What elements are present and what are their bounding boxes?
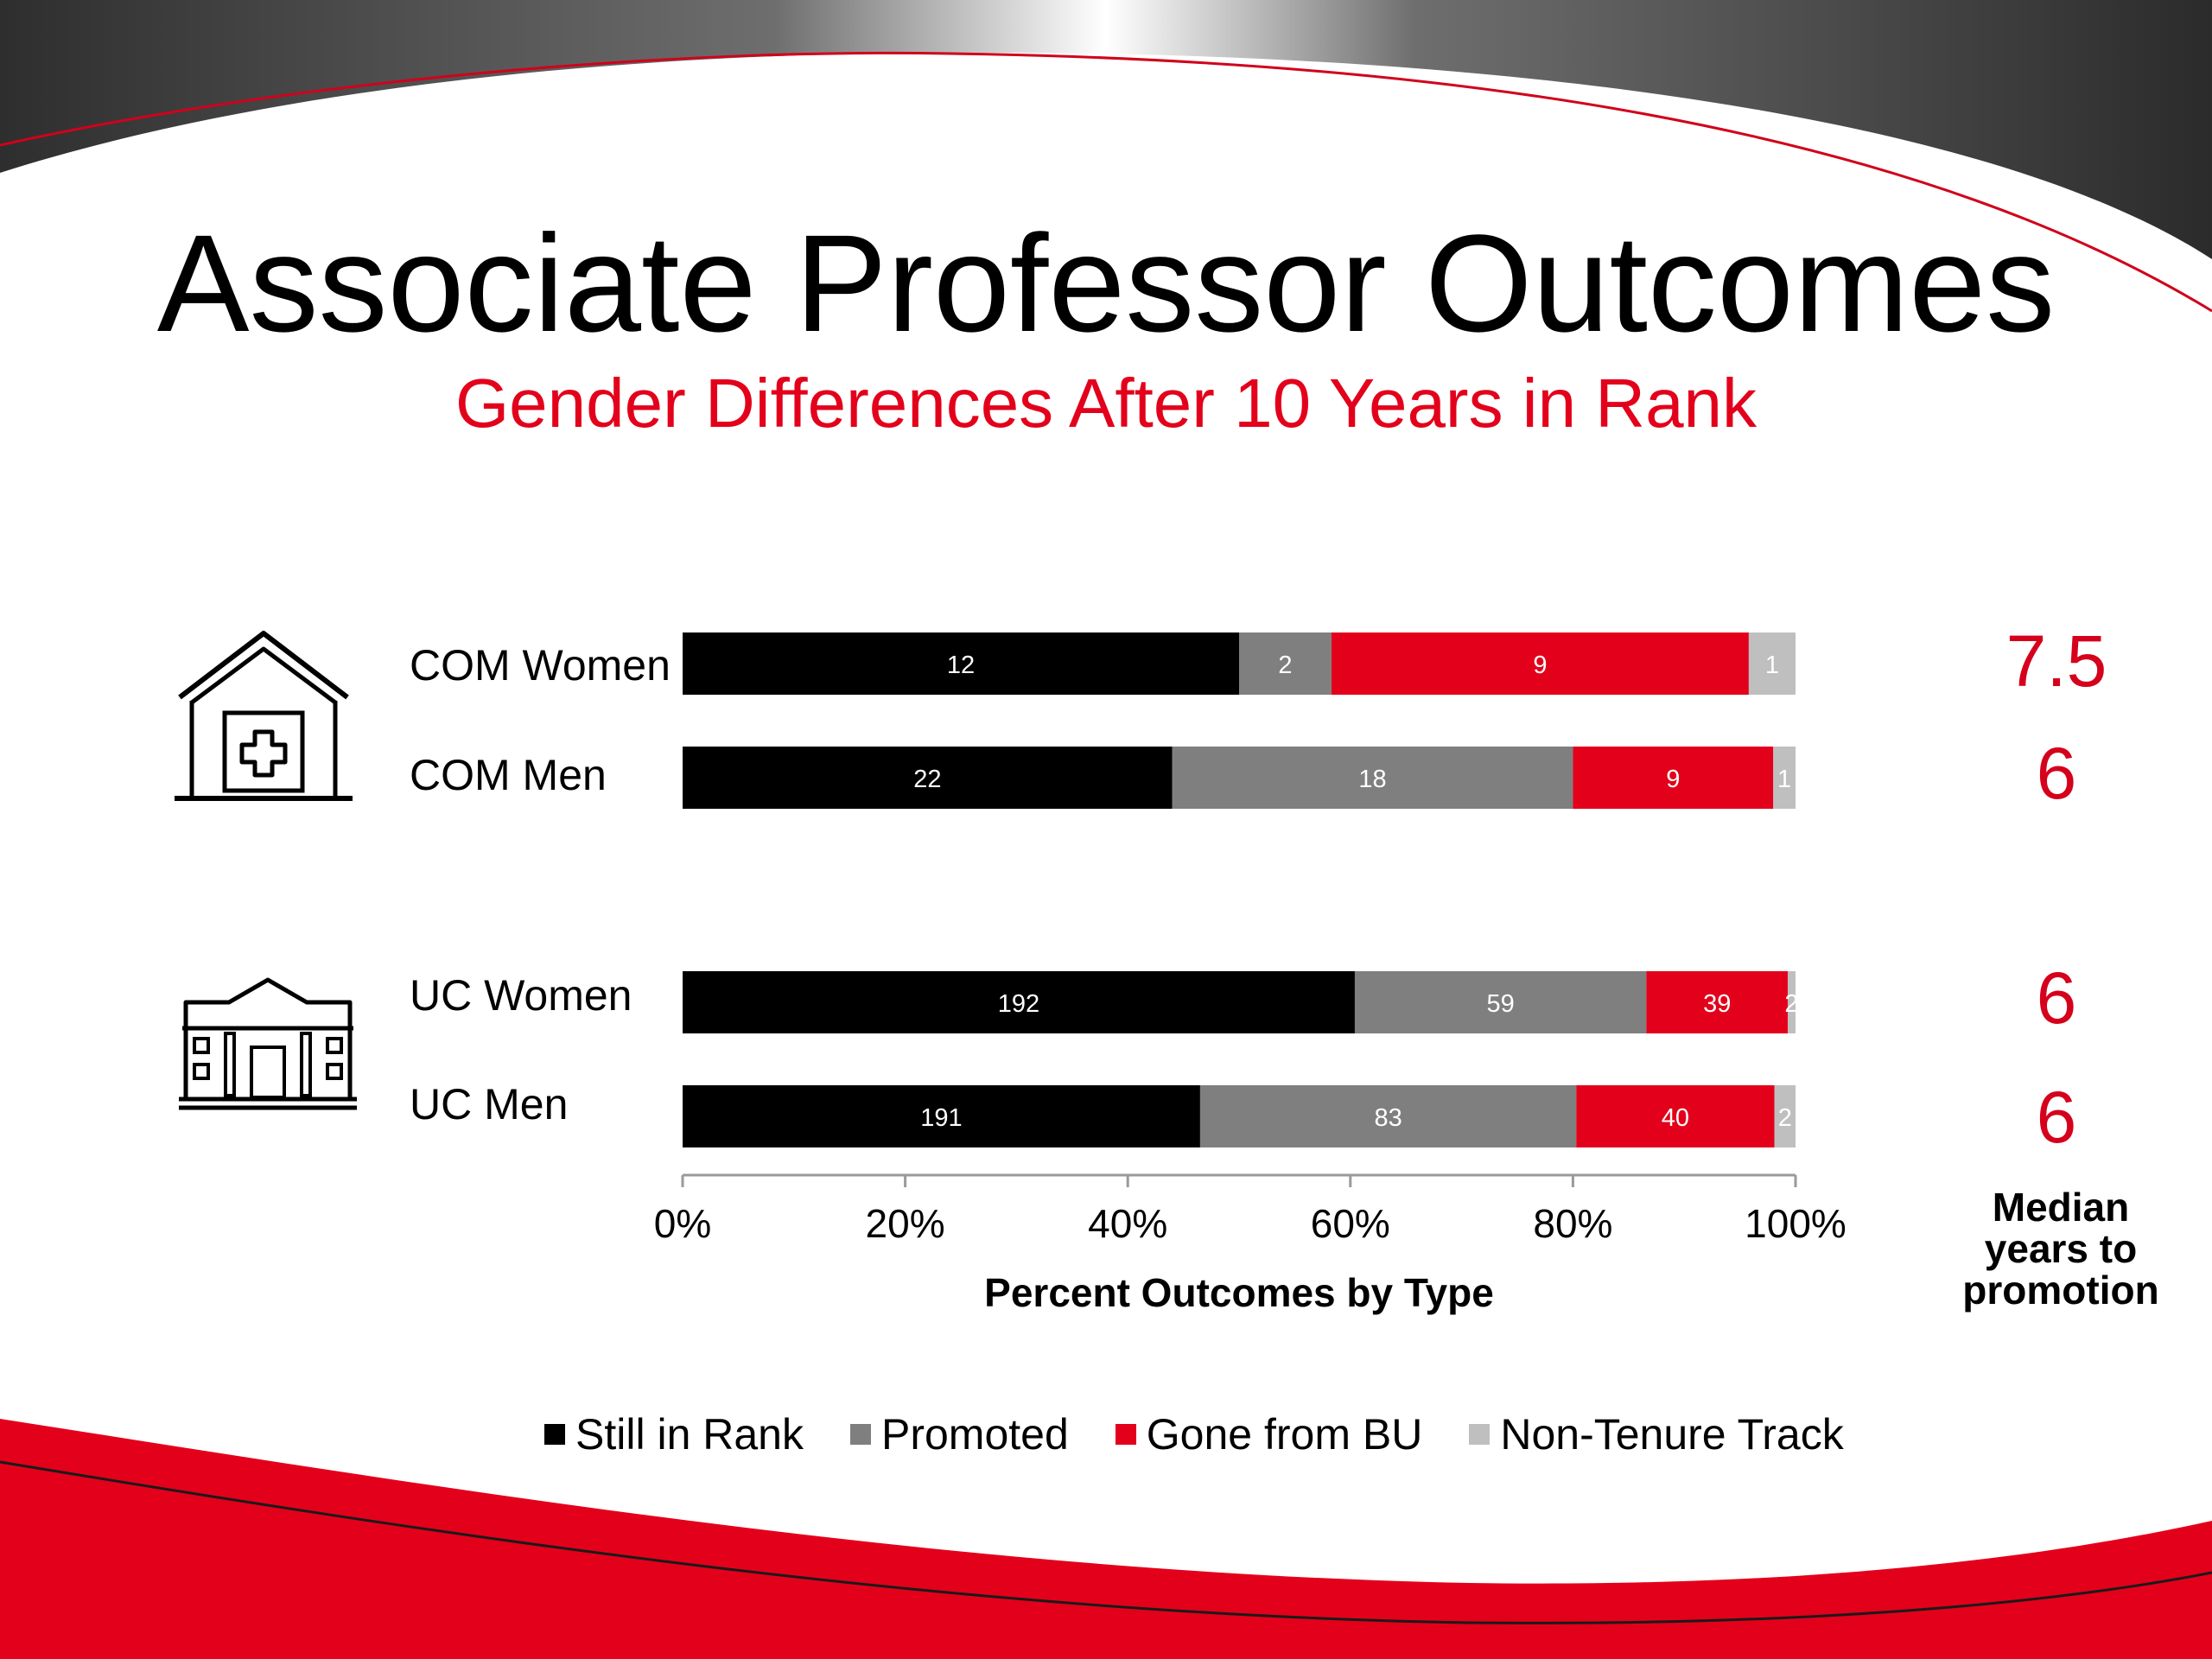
median-value-com-men: 6 [2036, 733, 2077, 814]
data-label-non-tenure-track-com-men: 1 [1777, 766, 1791, 793]
x-tick-label: 40% [1088, 1201, 1167, 1246]
legend-swatch-non-tenure-track [1469, 1424, 1491, 1445]
bar-gone-from-bu-com-men [1573, 747, 1774, 809]
slide-title: Associate Professor Outcomes [156, 206, 2056, 360]
bar-promoted-uc-men [1199, 1085, 1577, 1147]
bar-gone-from-bu-uc-women [1646, 971, 1788, 1033]
header-swoosh [0, 0, 2212, 313]
row-label-com-women: COM Women [410, 641, 671, 690]
data-label-non-tenure-track-com-women: 1 [1765, 652, 1779, 679]
bar-still-in-rank-uc-women [683, 971, 1355, 1033]
bar-still-in-rank-com-men [683, 747, 1173, 809]
median-title-line-1: Median [1992, 1185, 2130, 1230]
data-label-promoted-uc-men: 83 [1374, 1104, 1402, 1132]
data-label-still-in-rank-com-men: 22 [913, 766, 941, 793]
median-title-line-2: years to [1984, 1226, 2138, 1271]
row-label-uc-men: UC Men [410, 1080, 569, 1128]
median-title-line-3: promotion [1962, 1268, 2159, 1313]
data-label-promoted-uc-women: 59 [1487, 990, 1515, 1018]
bar-still-in-rank-uc-men [683, 1085, 1200, 1147]
x-tick-label: 0% [654, 1201, 711, 1246]
bar-promoted-uc-women [1354, 971, 1647, 1033]
median-value-uc-men: 6 [2036, 1077, 2077, 1158]
median-value-uc-women: 6 [2036, 957, 2077, 1039]
bar-gone-from-bu-uc-men [1576, 1085, 1775, 1147]
legend-item-gone-from-bu: Gone from BU [1115, 1410, 1423, 1459]
legend-item-promoted: Promoted [850, 1410, 1069, 1459]
bar-still-in-rank-com-women [683, 632, 1239, 695]
legend-swatch-gone-from-bu [1115, 1424, 1136, 1445]
data-label-still-in-rank-uc-men: 191 [920, 1104, 962, 1132]
data-label-gone-from-bu-uc-men: 40 [1662, 1104, 1689, 1132]
x-axis-title: Percent Outcomes by Type [984, 1270, 1494, 1315]
legend-item-non-tenure-track: Non-Tenure Track [1469, 1410, 1844, 1459]
chart-legend: Still in Rank Promoted Gone from BU Non-… [544, 1408, 1844, 1460]
footer-swoosh [0, 1419, 2212, 1659]
bar-promoted-com-women [1239, 632, 1332, 695]
university-building-icon [179, 977, 357, 1110]
bar-non-tenure-track-uc-women [1787, 971, 1796, 1033]
x-tick-label: 60% [1311, 1201, 1390, 1246]
bar-gone-from-bu-com-women [1331, 632, 1749, 695]
x-tick-label: 80% [1533, 1201, 1612, 1246]
legend-label-gone-from-bu: Gone from BU [1146, 1410, 1423, 1459]
legend-swatch-still-in-rank [544, 1424, 565, 1445]
median-value-com-women: 7.5 [2005, 620, 2107, 702]
legend-item-still-in-rank: Still in Rank [544, 1410, 804, 1459]
x-tick-label: 20% [866, 1201, 945, 1246]
x-tick-label: 100% [1745, 1201, 1847, 1246]
slide-subtitle: Gender Differences After 10 Years in Ran… [454, 365, 1758, 442]
data-label-still-in-rank-uc-women: 192 [998, 990, 1039, 1018]
bar-non-tenure-track-com-men [1773, 747, 1796, 809]
data-label-non-tenure-track-uc-men: 2 [1778, 1104, 1792, 1132]
data-label-gone-from-bu-com-women: 9 [1533, 652, 1547, 679]
row-label-uc-women: UC Women [410, 971, 632, 1020]
data-label-gone-from-bu-uc-women: 39 [1703, 990, 1731, 1018]
data-label-gone-from-bu-com-men: 9 [1666, 766, 1680, 793]
legend-label-non-tenure-track: Non-Tenure Track [1500, 1410, 1844, 1459]
bar-non-tenure-track-uc-men [1774, 1085, 1796, 1147]
data-label-still-in-rank-com-women: 12 [947, 652, 975, 679]
data-label-promoted-com-women: 2 [1278, 652, 1292, 679]
legend-label-promoted: Promoted [881, 1410, 1069, 1459]
median-axis-title: Median years to promotion [1944, 1186, 2177, 1311]
row-label-com-men: COM Men [410, 751, 607, 799]
data-label-non-tenure-track-uc-women: 2 [1784, 990, 1798, 1018]
legend-label-still-in-rank: Still in Rank [575, 1410, 804, 1459]
bar-non-tenure-track-com-women [1748, 632, 1796, 695]
legend-swatch-promoted [850, 1424, 871, 1445]
bar-promoted-com-men [1172, 747, 1573, 809]
data-label-promoted-com-men: 18 [1358, 766, 1386, 793]
hospital-icon [175, 631, 353, 801]
